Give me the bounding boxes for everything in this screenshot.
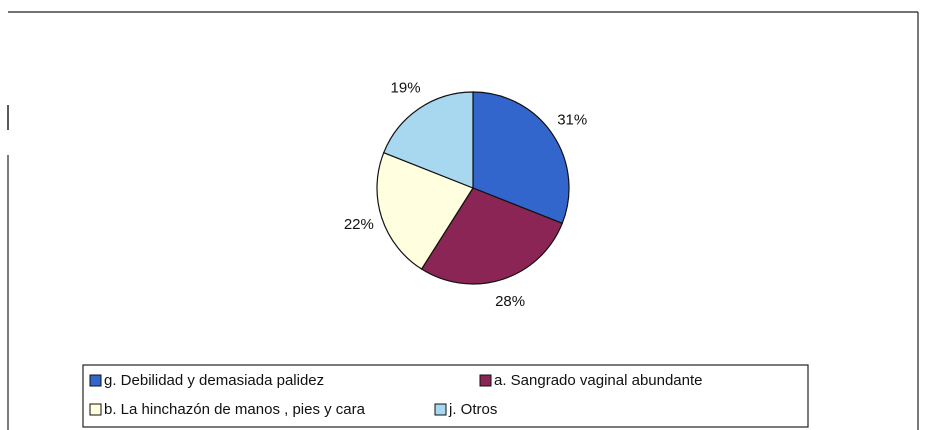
legend-swatch — [89, 374, 102, 387]
legend-label: g. Debilidad y demasiada palidez — [104, 372, 324, 389]
legend-swatch — [89, 403, 102, 416]
legend-box — [82, 364, 809, 428]
data-label: 22% — [344, 216, 374, 233]
pie-slice — [420, 187, 564, 285]
legend-swatch — [479, 374, 492, 387]
legend-swatch — [434, 403, 447, 416]
legend-label: a. Sangrado vaginal abundante — [494, 372, 703, 389]
pie-slice — [376, 151, 474, 270]
pie-slice — [382, 91, 474, 189]
data-label: 31% — [557, 112, 587, 129]
pie-slice — [472, 91, 570, 225]
legend-label: b. La hinchazón de manos , pies y cara — [104, 401, 366, 418]
data-label: 19% — [391, 80, 421, 97]
legend-label: j. Otros — [448, 401, 497, 418]
data-label: 28% — [495, 293, 525, 310]
